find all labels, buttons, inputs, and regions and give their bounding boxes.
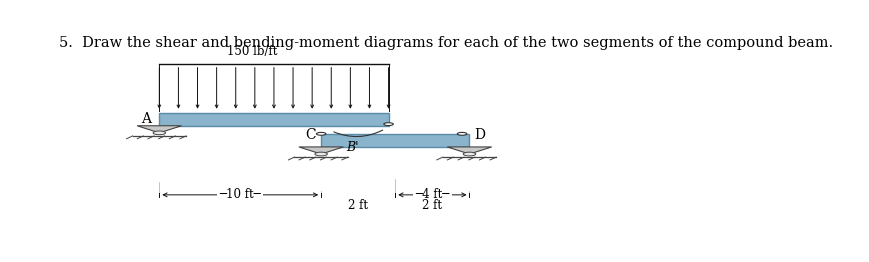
Text: 2 ft: 2 ft bbox=[422, 199, 441, 212]
Circle shape bbox=[315, 152, 327, 156]
Text: D: D bbox=[474, 128, 485, 142]
Circle shape bbox=[153, 131, 165, 135]
Text: ─10 ft─: ─10 ft─ bbox=[219, 188, 261, 201]
Bar bbox=[159, 113, 388, 126]
Circle shape bbox=[316, 132, 326, 135]
Text: 5.  Draw the shear and bending-moment diagrams for each of the two segments of t: 5. Draw the shear and bending-moment dia… bbox=[59, 36, 832, 51]
Polygon shape bbox=[137, 126, 182, 133]
Text: ─4 ft─: ─4 ft─ bbox=[415, 188, 449, 201]
Circle shape bbox=[462, 152, 475, 156]
Text: C: C bbox=[305, 128, 315, 142]
Text: 2 ft: 2 ft bbox=[348, 199, 368, 212]
Polygon shape bbox=[447, 147, 491, 154]
Text: A: A bbox=[141, 112, 151, 126]
Polygon shape bbox=[299, 147, 343, 154]
Bar bbox=[321, 134, 469, 147]
Text: 150 lb/ft: 150 lb/ft bbox=[227, 45, 277, 58]
Text: B': B' bbox=[346, 141, 358, 154]
Circle shape bbox=[457, 132, 467, 135]
Circle shape bbox=[383, 123, 393, 125]
